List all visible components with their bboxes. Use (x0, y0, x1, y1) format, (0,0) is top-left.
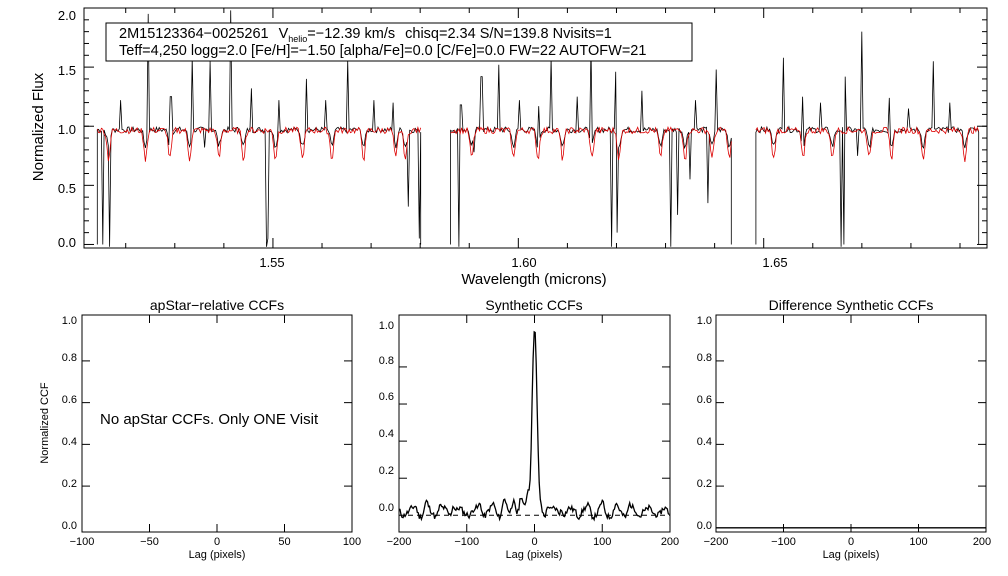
apstar-xtick-label: 50 (278, 536, 290, 548)
apstar-ytick-label: 0.6 (62, 394, 77, 406)
difference-xtick-label: 0 (848, 536, 854, 548)
spectrum-ticks (84, 8, 987, 248)
panel-title-synthetic: Synthetic CCFs (485, 297, 582, 313)
synthetic-ccf-line (399, 330, 670, 522)
object-id: 2M15123364−0025261 (119, 26, 269, 42)
difference-xlabel: Lag (pixels) (823, 549, 880, 561)
difference-xtick-label: −200 (704, 536, 729, 548)
spectrum-xtick-label: 1.55 (259, 255, 284, 270)
spectrum-ylabel: Normalized Flux (30, 72, 47, 181)
apstar-ytick-label: 0.8 (62, 352, 77, 364)
model-spectrum-line (96, 125, 980, 163)
apstar-ytick-label: 0.0 (62, 520, 77, 532)
synthetic-plot-area (399, 330, 670, 522)
ccf-panel-synthetic: Synthetic CCFs −200 −100 0 100 200 0.0 0… (379, 297, 679, 561)
vhelio-subscript: helio (288, 34, 307, 44)
apstar-ytick-label: 0.2 (62, 478, 77, 490)
vhelio-value: =−12.39 km/s (307, 26, 395, 42)
fit-stats: chisq=2.34 S/N=139.8 Nvisits=1 (405, 26, 612, 42)
apstar-xlabel: Lag (pixels) (189, 549, 246, 561)
synthetic-ytick-label: 0.4 (379, 428, 394, 440)
difference-axes-box (715, 314, 987, 533)
spectrum-ytick-label: 1.0 (58, 122, 76, 137)
apstar-xtick-label: 100 (343, 536, 361, 548)
synthetic-xlabel: Lag (pixels) (506, 549, 563, 561)
synthetic-xtick-label: −100 (454, 536, 479, 548)
synthetic-ytick-label: 0.6 (379, 391, 394, 403)
spectrum-panel: 1.55 1.60 1.65 0.0 0.5 1.0 1.5 2.0 Wavel… (30, 7, 988, 288)
difference-ytick-label: 0.2 (697, 478, 712, 490)
synthetic-ytick-label: 0.8 (379, 355, 394, 367)
info-line-2: Teff=4,250 logg=2.0 [Fe/H]=−1.50 [alpha/… (119, 43, 646, 59)
apstar-ytick-label: 1.0 (62, 315, 77, 327)
no-ccf-message: No apStar CCFs. Only ONE Visit (100, 411, 319, 428)
info-box (105, 22, 693, 62)
spectrum-xtick-label: 1.65 (762, 255, 787, 270)
vhelio-symbol: V (279, 26, 289, 42)
synthetic-ytick-label: 1.0 (379, 320, 394, 332)
ccf-panel-difference: Difference Synthetic CCFs −200 −100 0 10… (697, 297, 991, 561)
apstar-xtick-label: −100 (70, 536, 95, 548)
apstar-ylabel: Normalized CCF (39, 382, 51, 464)
synthetic-ytick-label: 0.2 (379, 465, 394, 477)
spectrum-axes-box (83, 7, 988, 249)
difference-ytick-label: 0.8 (697, 352, 712, 364)
difference-xtick-label: 100 (909, 536, 927, 548)
difference-ytick-label: 0.6 (697, 394, 712, 406)
difference-ticks (716, 315, 986, 532)
synthetic-xtick-label: 0 (531, 536, 537, 548)
synthetic-xtick-label: 100 (593, 536, 611, 548)
spectrum-ytick-label: 0.5 (58, 181, 76, 196)
synthetic-xtick-label: 200 (661, 536, 679, 548)
info-line-1: 2M15123364−0025261 Vhelio=−12.39 km/s chis… (119, 26, 612, 44)
difference-ytick-label: 0.0 (697, 520, 712, 532)
spectrum-xlabel: Wavelength (microns) (461, 271, 606, 288)
ccf-panel-apstar: apStar−relative CCFs −100 −50 0 50 100 0… (39, 297, 361, 561)
apstar-ticks (82, 315, 352, 532)
difference-xtick-label: −100 (771, 536, 796, 548)
apstar-xtick-label: 0 (214, 536, 220, 548)
difference-ytick-label: 0.4 (697, 436, 712, 448)
apstar-xtick-label: −50 (140, 536, 159, 548)
spectrum-plot-area (96, 10, 980, 247)
difference-ytick-label: 1.0 (697, 315, 712, 327)
synthetic-xtick-label: −200 (387, 536, 412, 548)
synthetic-ytick-label: 0.0 (379, 502, 394, 514)
panel-title-apstar: apStar−relative CCFs (150, 297, 284, 313)
spectrum-xtick-label: 1.60 (511, 255, 536, 270)
synthetic-ticks (399, 315, 670, 532)
spectrum-ytick-label: 1.5 (58, 63, 76, 78)
difference-xtick-label: 200 (973, 536, 991, 548)
panel-title-difference: Difference Synthetic CCFs (769, 297, 934, 313)
spectrum-ytick-label: 2.0 (58, 8, 76, 23)
apstar-ytick-label: 0.4 (62, 436, 77, 448)
synthetic-axes-box (398, 314, 671, 533)
spectrum-ytick-label: 0.0 (58, 235, 76, 250)
